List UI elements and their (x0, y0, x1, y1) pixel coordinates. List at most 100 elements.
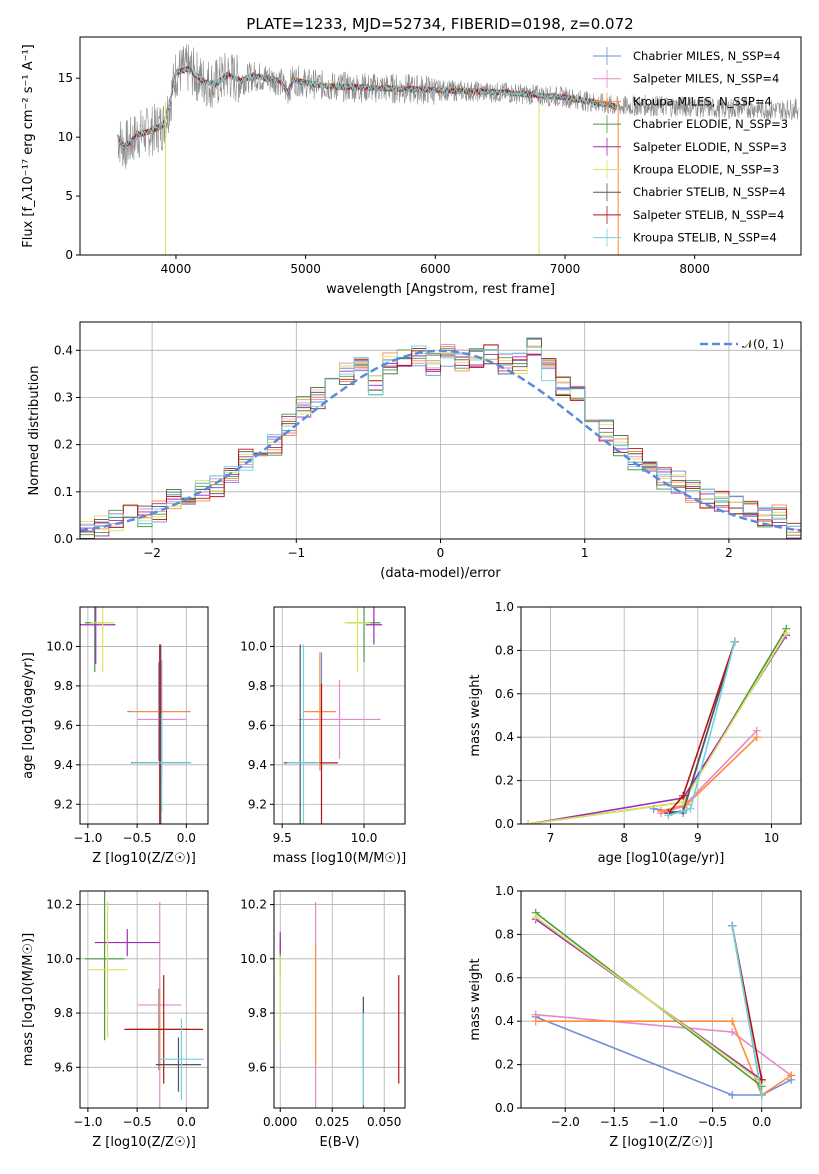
x-tick-label: 4000 (161, 262, 192, 276)
x-tick-label: 1 (581, 546, 589, 560)
y-tick-label: 10.2 (240, 898, 267, 912)
weight-point-kroupa_stelib (728, 921, 737, 930)
spectrum-title: PLATE=1233, MJD=52734, FIBERID=0198, z=0… (246, 15, 633, 33)
weight-line-kroupa_elodie (535, 916, 763, 1083)
y-tick-label: 9.8 (248, 1006, 267, 1020)
y-tick-label: 0.8 (495, 643, 514, 657)
x-tick-label: 7000 (550, 262, 581, 276)
plot-frame-mass_weight_vs_age (520, 606, 802, 825)
weight-point-kroupa_stelib (757, 1090, 766, 1099)
plot-frame-age_vs_mass (273, 606, 406, 825)
y-tick-label: 1.0 (495, 600, 514, 614)
weight-line-kroupa_stelib (731, 925, 763, 1096)
x-tick-label: −1.0 (649, 1115, 678, 1129)
y-tick-label: 0.3 (54, 390, 73, 404)
errorbars-age_vs_mass (283, 607, 383, 824)
legend-label-chabrier_stelib: Chabrier STELIB, N_SSP=4 (633, 185, 785, 199)
x-axis-label: E(B-V) (319, 1135, 359, 1150)
y-tick-label: 9.8 (54, 679, 73, 693)
x-tick-label: −2.0 (551, 1115, 580, 1129)
x-tick-label: 0.0 (177, 1115, 196, 1129)
weight-point-kroupa_miles (787, 1071, 796, 1080)
weight-point-kroupa_miles (752, 733, 761, 742)
legend-label-salpeter_miles: Salpeter MILES, N_SSP=4 (633, 72, 779, 86)
y-tick-label: 0 (65, 248, 73, 262)
y-tick-label: 9.6 (54, 1060, 73, 1074)
y-tick-label: 0.4 (54, 343, 73, 357)
weight-point-kroupa_elodie (531, 913, 540, 922)
x-tick-label: 0.025 (315, 1115, 349, 1129)
x-axis-label: mass [log10(M/M☉)] (273, 851, 406, 866)
x-tick-label: 5000 (290, 262, 321, 276)
plot-frame-residuals (79, 321, 802, 540)
y-tick-label: 0.2 (495, 1058, 514, 1072)
weight-point-kroupa_stelib (664, 811, 673, 820)
y-tick-label: 9.4 (54, 758, 73, 772)
gridlines-mass_vs_ebv (274, 891, 405, 1108)
y-tick-label: 9.2 (248, 797, 267, 811)
x-tick-label: 0.050 (367, 1115, 401, 1129)
y-tick-label: 0.0 (54, 532, 73, 546)
y-tick-label: 9.6 (248, 718, 267, 732)
x-tick-label: 10 (764, 831, 779, 845)
x-tick-label: 0.0 (177, 831, 196, 845)
x-tick-label: −1.5 (600, 1115, 629, 1129)
x-tick-label: 0 (437, 546, 445, 560)
weight-point-salpeter_miles (728, 1028, 737, 1037)
y-tick-label: 9.4 (248, 758, 267, 772)
errorbars-mass_vs_ebv (279, 901, 400, 1108)
x-tick-label: −0.5 (123, 1115, 152, 1129)
x-tick-label: 7 (547, 831, 555, 845)
y-axis-label: mass weight (468, 674, 483, 756)
y-tick-label: 9.2 (54, 797, 73, 811)
legend-label-salpeter_elodie: Salpeter ELODIE, N_SSP=3 (633, 140, 787, 154)
y-tick-label: 0.1 (54, 485, 73, 499)
observed-spectrum-line (117, 44, 799, 169)
y-tick-label: 0.2 (54, 438, 73, 452)
legend-label-chabrier_elodie: Chabrier ELODIE, N_SSP=3 (633, 117, 788, 131)
weight-point-kroupa_stelib (686, 804, 695, 813)
y-tick-label: 0.0 (495, 817, 514, 831)
weight-point-kroupa_elodie (524, 820, 533, 824)
y-tick-label: 5 (65, 189, 73, 203)
y-tick-label: 9.6 (248, 1060, 267, 1074)
x-tick-label: −0.5 (123, 831, 152, 845)
y-axis-label: mass weight (468, 958, 483, 1040)
y-tick-label: 9.8 (54, 1006, 73, 1020)
x-axis-label: (data-model)/error (380, 566, 501, 581)
residual-histograms (80, 337, 801, 539)
lines-mass_weight_vs_age (524, 624, 791, 824)
weight-point-kroupa_elodie (782, 629, 791, 638)
y-tick-label: 9.8 (248, 679, 267, 693)
x-tick-label: −1.0 (73, 1115, 102, 1129)
x-tick-label: 0.000 (263, 1115, 297, 1129)
plot-frame-mass_weight_vs_metallicity (520, 890, 802, 1109)
legend-label-kroupa_stelib: Kroupa STELIB, N_SSP=4 (633, 231, 777, 245)
y-tick-label: 10.0 (46, 952, 73, 966)
histogram-kroupa_stelib (80, 345, 801, 539)
plot-frame-age_vs_metallicity (79, 606, 209, 825)
x-axis-label: Z [log10(Z/Z☉)] (92, 851, 196, 866)
y-tick-label: 0.8 (495, 927, 514, 941)
x-tick-label: 6000 (420, 262, 451, 276)
y-axis-label: Normed distribution (27, 366, 42, 496)
y-axis-label: age [log10(age/yr)] (21, 652, 36, 779)
plot-frame-mass_vs_ebv (273, 890, 406, 1109)
x-tick-label: −1.0 (73, 831, 102, 845)
x-axis-label: Z [log10(Z/Z☉)] (92, 1135, 196, 1150)
weight-point-kroupa_stelib (730, 637, 739, 646)
weight-point-kroupa_miles (531, 1017, 540, 1026)
lines-mass_weight_vs_metallicity (531, 908, 796, 1099)
x-tick-label: 10.0 (351, 831, 378, 845)
y-tick-label: 10 (58, 130, 73, 144)
x-tick-label: 9 (694, 831, 702, 845)
y-tick-label: 9.6 (54, 718, 73, 732)
x-tick-label: −0.5 (698, 1115, 727, 1129)
x-tick-label: 8000 (679, 262, 710, 276)
weight-point-chabrier_miles (728, 1090, 737, 1099)
y-tick-label: 10.0 (240, 639, 267, 653)
gridlines-age_vs_metallicity (80, 607, 208, 824)
x-axis-label: age [log10(age/yr)] (598, 851, 725, 866)
x-tick-label: 9.5 (273, 831, 292, 845)
